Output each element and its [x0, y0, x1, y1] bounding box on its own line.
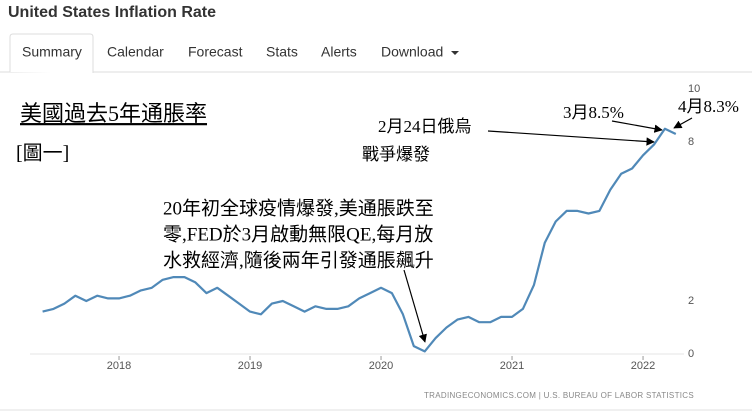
y-tick-label: 0 [688, 348, 694, 360]
annotation: 2月24日俄烏 [378, 117, 472, 136]
active-tab-box [9, 33, 94, 73]
annotation: 零,FED於3月啟動無限QE,每月放 [163, 223, 433, 245]
x-tick-label: 2022 [631, 360, 655, 372]
x-tick-label: 2019 [238, 360, 262, 372]
nav-tab[interactable]: Download [381, 44, 443, 60]
x-tick-label: 2018 [107, 360, 131, 372]
annotation: 美國過去5年通脹率 [20, 101, 207, 126]
annotation: 3月8.5% [563, 103, 624, 122]
annotation: 4月8.3% [678, 97, 739, 116]
annotation: 20年初全球疫情爆發,美通脹跌至 [163, 197, 434, 219]
nav-tab[interactable]: Calendar [107, 44, 164, 60]
arrows [403, 117, 693, 343]
arrow [673, 117, 693, 129]
annotation: 戰爭爆發 [362, 145, 430, 164]
page-title: United States Inflation Rate [8, 4, 216, 21]
x-tick-label: 2020 [369, 360, 393, 372]
nav-tab[interactable]: Alerts [321, 44, 357, 60]
source-note: TRADINGECONOMICS.COM | U.S. BUREAU OF LA… [424, 391, 694, 400]
nav-tab[interactable]: Forecast [188, 44, 243, 60]
arrow [611, 120, 663, 133]
dropdown-caret [451, 51, 459, 55]
y-tick-label: 10 [688, 83, 700, 95]
x-tick-label: 2021 [500, 360, 524, 372]
y-tick-label: 8 [688, 136, 694, 148]
data-line [42, 127, 677, 353]
nav-tab[interactable]: Stats [266, 44, 298, 60]
annotation: 水救經濟,隨後兩年引發通脹飆升 [163, 249, 434, 271]
y-tick-label: 2 [688, 295, 694, 307]
arrow [487, 130, 655, 146]
annotation: [圖一] [16, 143, 69, 165]
nav-tab[interactable]: Summary [22, 44, 82, 60]
arrow [403, 269, 427, 343]
